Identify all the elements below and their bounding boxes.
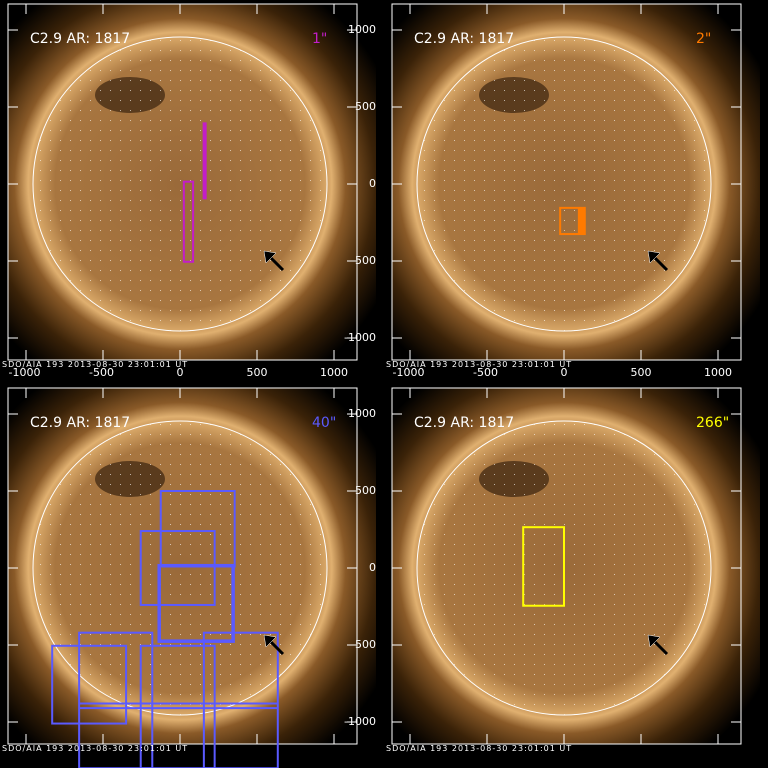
footer-label: SDO/AIA 193 2013-08-30 23:01:01 UT bbox=[2, 744, 189, 753]
y-tick-label: 0 bbox=[369, 561, 376, 574]
x-tick-label: 1000 bbox=[320, 366, 348, 379]
fov-box bbox=[522, 526, 566, 607]
scale-label: 40" bbox=[312, 415, 337, 431]
footer-label: SDO/AIA 193 2013-08-30 23:01:01 UT bbox=[386, 360, 573, 369]
sun-panel: C2.9 AR: 1817 1" SDO/AIA 193 2013-08-30 23… bbox=[0, 0, 384, 384]
x-tick-label: 0 bbox=[176, 366, 184, 379]
y-tick-label: 500 bbox=[355, 100, 376, 113]
y-tick-label: 1000 bbox=[348, 407, 376, 420]
y-tick-label: 1000 bbox=[348, 23, 376, 36]
x-tick-label: 0 bbox=[560, 366, 568, 379]
axes-frame bbox=[391, 387, 742, 745]
x-tick-label: 1000 bbox=[704, 366, 732, 379]
y-tick-label: -500 bbox=[351, 254, 376, 267]
y-tick-label: -1000 bbox=[344, 715, 376, 728]
arrow-icon bbox=[647, 250, 669, 272]
arrow-icon bbox=[263, 250, 285, 272]
limb bbox=[32, 36, 328, 332]
fov-fill bbox=[577, 207, 585, 235]
fov-box bbox=[139, 644, 216, 768]
axes-frame bbox=[7, 387, 358, 745]
axes-frame bbox=[7, 3, 358, 361]
sun-panel: C2.9 AR: 1817 266" SDO/AIA 193 2013-08-30 … bbox=[344, 384, 768, 768]
fov-box bbox=[139, 530, 216, 606]
limb bbox=[416, 36, 712, 332]
fov-box bbox=[202, 631, 279, 768]
y-tick-label: -1000 bbox=[344, 331, 376, 344]
scale-label: 2" bbox=[696, 31, 712, 47]
x-tick-label: -500 bbox=[89, 366, 114, 379]
grid-dots bbox=[33, 37, 327, 331]
sun-panel: C2.9 AR: 1817 40" SDO/AIA 193 2013-08-30 2… bbox=[0, 384, 384, 768]
arrow-icon bbox=[647, 634, 669, 656]
fov-box-thick bbox=[157, 563, 235, 643]
grid-dots bbox=[33, 421, 327, 715]
y-tick-label: 0 bbox=[369, 177, 376, 190]
scale-label: 1" bbox=[312, 31, 328, 47]
y-tick-label: -500 bbox=[351, 638, 376, 651]
x-tick-label: -1000 bbox=[8, 366, 41, 379]
grid-dots bbox=[417, 37, 711, 331]
x-tick-label: -1000 bbox=[392, 366, 425, 379]
scale-label: 266" bbox=[696, 415, 730, 431]
y-tick-label: 500 bbox=[355, 484, 376, 497]
footer-label: SDO/AIA 193 2013-08-30 23:01:01 UT bbox=[386, 744, 573, 753]
event-label: C2.9 AR: 1817 bbox=[30, 31, 131, 47]
limb bbox=[416, 420, 712, 716]
arrow-icon bbox=[263, 634, 285, 656]
limb bbox=[32, 420, 328, 716]
fov-box bbox=[182, 180, 195, 263]
event-label: C2.9 AR: 1817 bbox=[414, 31, 515, 47]
x-tick-label: -500 bbox=[473, 366, 498, 379]
x-tick-label: 500 bbox=[246, 366, 268, 379]
footer-label: SDO/AIA 193 2013-08-30 23:01:01 UT bbox=[2, 360, 189, 369]
fov-box bbox=[78, 631, 154, 768]
axes-frame bbox=[391, 3, 742, 361]
fov-box bbox=[51, 644, 128, 725]
sun-panel: C2.9 AR: 1817 2" SDO/AIA 193 2013-08-30 23… bbox=[344, 0, 768, 384]
x-tick-label: 500 bbox=[630, 366, 652, 379]
event-label: C2.9 AR: 1817 bbox=[30, 415, 131, 431]
event-label: C2.9 AR: 1817 bbox=[414, 415, 515, 431]
